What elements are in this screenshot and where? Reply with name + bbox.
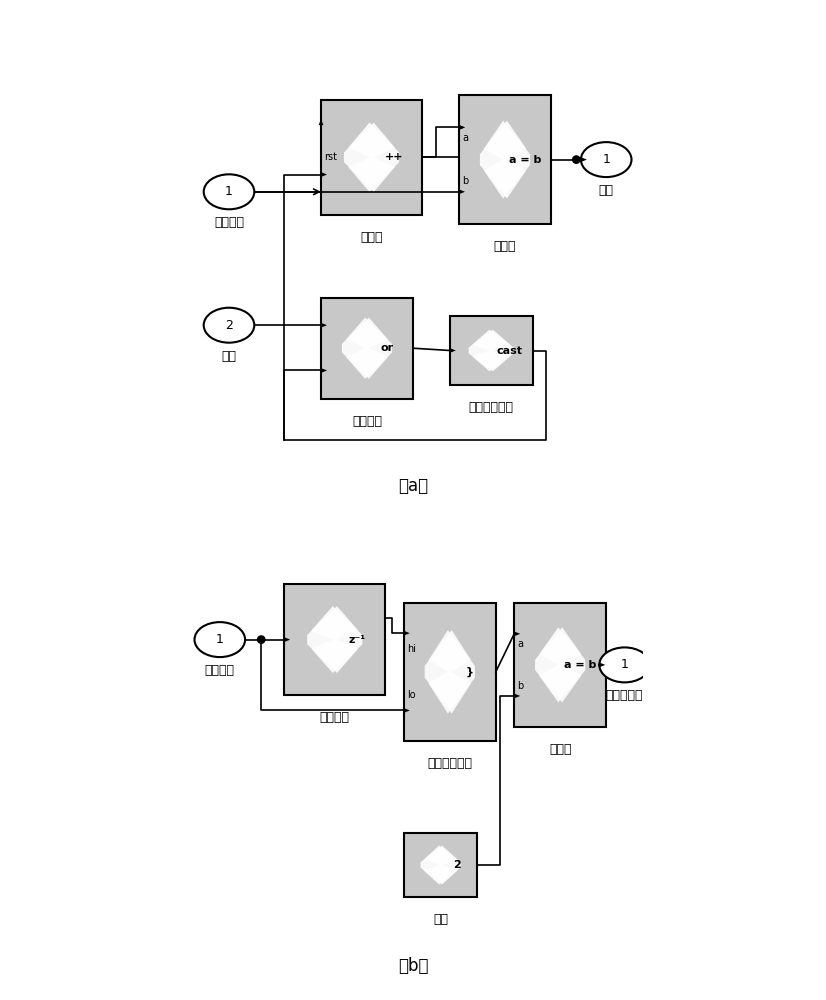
Text: }: } <box>466 667 474 677</box>
Polygon shape <box>459 125 465 130</box>
Polygon shape <box>321 368 327 373</box>
Text: 逻辑或门: 逻辑或门 <box>352 415 382 428</box>
Polygon shape <box>484 121 530 199</box>
Text: 2: 2 <box>453 860 461 870</box>
Polygon shape <box>425 630 471 714</box>
Polygon shape <box>404 708 410 713</box>
Polygon shape <box>321 100 422 215</box>
Circle shape <box>572 156 580 163</box>
Text: 1: 1 <box>620 658 629 671</box>
Polygon shape <box>429 630 475 714</box>
Polygon shape <box>307 606 358 673</box>
Polygon shape <box>472 330 514 371</box>
Circle shape <box>258 636 265 643</box>
Text: 1: 1 <box>602 153 610 166</box>
Text: a: a <box>517 639 524 649</box>
Polygon shape <box>311 606 363 673</box>
Polygon shape <box>344 123 395 192</box>
Polygon shape <box>535 627 582 702</box>
Text: 1: 1 <box>225 185 233 198</box>
Text: 使能: 使能 <box>599 184 614 197</box>
Polygon shape <box>420 846 458 884</box>
Text: b: b <box>463 176 468 186</box>
Text: cast: cast <box>496 346 522 356</box>
Polygon shape <box>581 157 587 162</box>
Text: 信号类型转换: 信号类型转换 <box>468 401 514 414</box>
Text: 输出标志位: 输出标志位 <box>605 689 643 702</box>
Text: or: or <box>381 343 394 353</box>
Text: 1: 1 <box>216 633 224 646</box>
Text: （b）: （b） <box>398 957 428 975</box>
Ellipse shape <box>194 622 245 657</box>
Polygon shape <box>284 584 386 695</box>
Polygon shape <box>539 627 586 702</box>
Polygon shape <box>515 631 520 636</box>
Polygon shape <box>459 125 465 130</box>
Ellipse shape <box>204 174 254 209</box>
Text: 比较器: 比较器 <box>494 240 516 253</box>
Polygon shape <box>404 603 496 741</box>
Polygon shape <box>349 123 399 192</box>
Polygon shape <box>424 846 461 884</box>
Polygon shape <box>404 833 477 897</box>
Ellipse shape <box>600 647 650 682</box>
Text: lo: lo <box>407 690 415 700</box>
Text: 延迟单元: 延迟单元 <box>320 711 349 724</box>
Polygon shape <box>321 172 327 177</box>
Text: a = b: a = b <box>509 155 541 165</box>
Text: ++: ++ <box>385 152 403 162</box>
Text: 包络输入: 包络输入 <box>205 664 235 677</box>
Polygon shape <box>284 637 290 642</box>
Polygon shape <box>321 298 413 399</box>
Text: rst: rst <box>325 152 337 162</box>
Text: z⁻¹: z⁻¹ <box>349 635 366 645</box>
Polygon shape <box>342 318 388 379</box>
Polygon shape <box>346 318 392 379</box>
Polygon shape <box>459 95 551 224</box>
Polygon shape <box>515 694 520 698</box>
Polygon shape <box>450 316 533 385</box>
Polygon shape <box>600 663 605 667</box>
Text: 比较器: 比较器 <box>549 743 572 756</box>
Polygon shape <box>319 119 324 125</box>
Ellipse shape <box>581 142 632 177</box>
Polygon shape <box>515 603 606 727</box>
Polygon shape <box>468 330 510 371</box>
Text: 2: 2 <box>225 319 233 332</box>
Polygon shape <box>480 121 526 199</box>
Text: （a）: （a） <box>398 477 428 495</box>
Text: 累加器: 累加器 <box>360 231 382 244</box>
Polygon shape <box>321 323 327 328</box>
Polygon shape <box>459 189 465 194</box>
Text: a: a <box>463 133 468 143</box>
Polygon shape <box>450 348 456 353</box>
Text: b: b <box>517 681 524 691</box>
Text: 复位: 复位 <box>221 350 236 363</box>
Text: 带宽设置: 带宽设置 <box>214 216 244 229</box>
Text: hi: hi <box>407 644 416 654</box>
Text: 常数: 常数 <box>433 913 448 926</box>
Text: a = b: a = b <box>564 660 596 670</box>
Text: 数据拼接模块: 数据拼接模块 <box>427 757 472 770</box>
Polygon shape <box>404 631 410 636</box>
Ellipse shape <box>204 308 254 343</box>
